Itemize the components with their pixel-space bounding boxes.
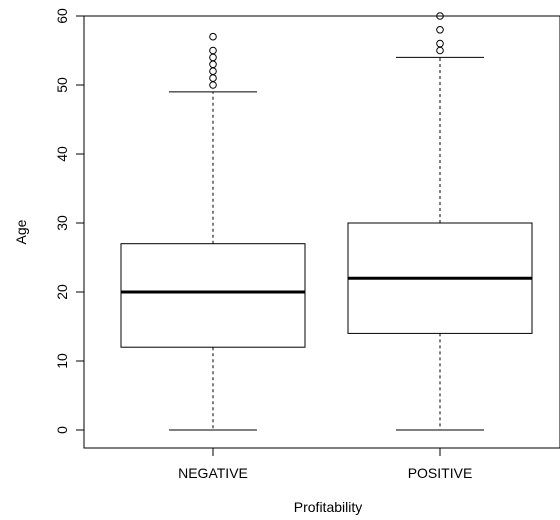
y-tick-label: 40 (54, 146, 70, 162)
box-positive (347, 12, 533, 431)
y-tick-label: 60 (54, 8, 70, 24)
outlier-point (209, 53, 217, 62)
boxes (120, 12, 533, 431)
y-axis-label: Age (13, 219, 29, 244)
y-tick-label: 0 (54, 426, 70, 434)
y-tick-label: 30 (54, 215, 70, 231)
outlier-point (436, 46, 444, 55)
y-tick-label: 20 (54, 284, 70, 300)
outlier-point (209, 32, 217, 41)
outlier-point (209, 60, 217, 69)
y-tick-label: 50 (54, 77, 70, 93)
outlier-point (436, 12, 444, 20)
outlier-point (209, 81, 217, 89)
outlier-point (209, 67, 217, 75)
y-tick-label: 10 (54, 353, 70, 369)
x-tick-label: NEGATIVE (178, 465, 248, 481)
outlier-point (436, 39, 444, 48)
outlier-point (209, 74, 217, 82)
x-axis-label: Profitability (294, 499, 362, 515)
x-tick-label: POSITIVE (408, 465, 473, 481)
box-negative (120, 32, 306, 431)
outlier-point (436, 26, 444, 34)
iqr-box (120, 243, 306, 348)
outlier-point (209, 46, 217, 55)
y-axis: 0 10 20 30 40 50 60 (54, 8, 85, 434)
x-axis: NEGATIVE POSITIVE (178, 447, 473, 481)
